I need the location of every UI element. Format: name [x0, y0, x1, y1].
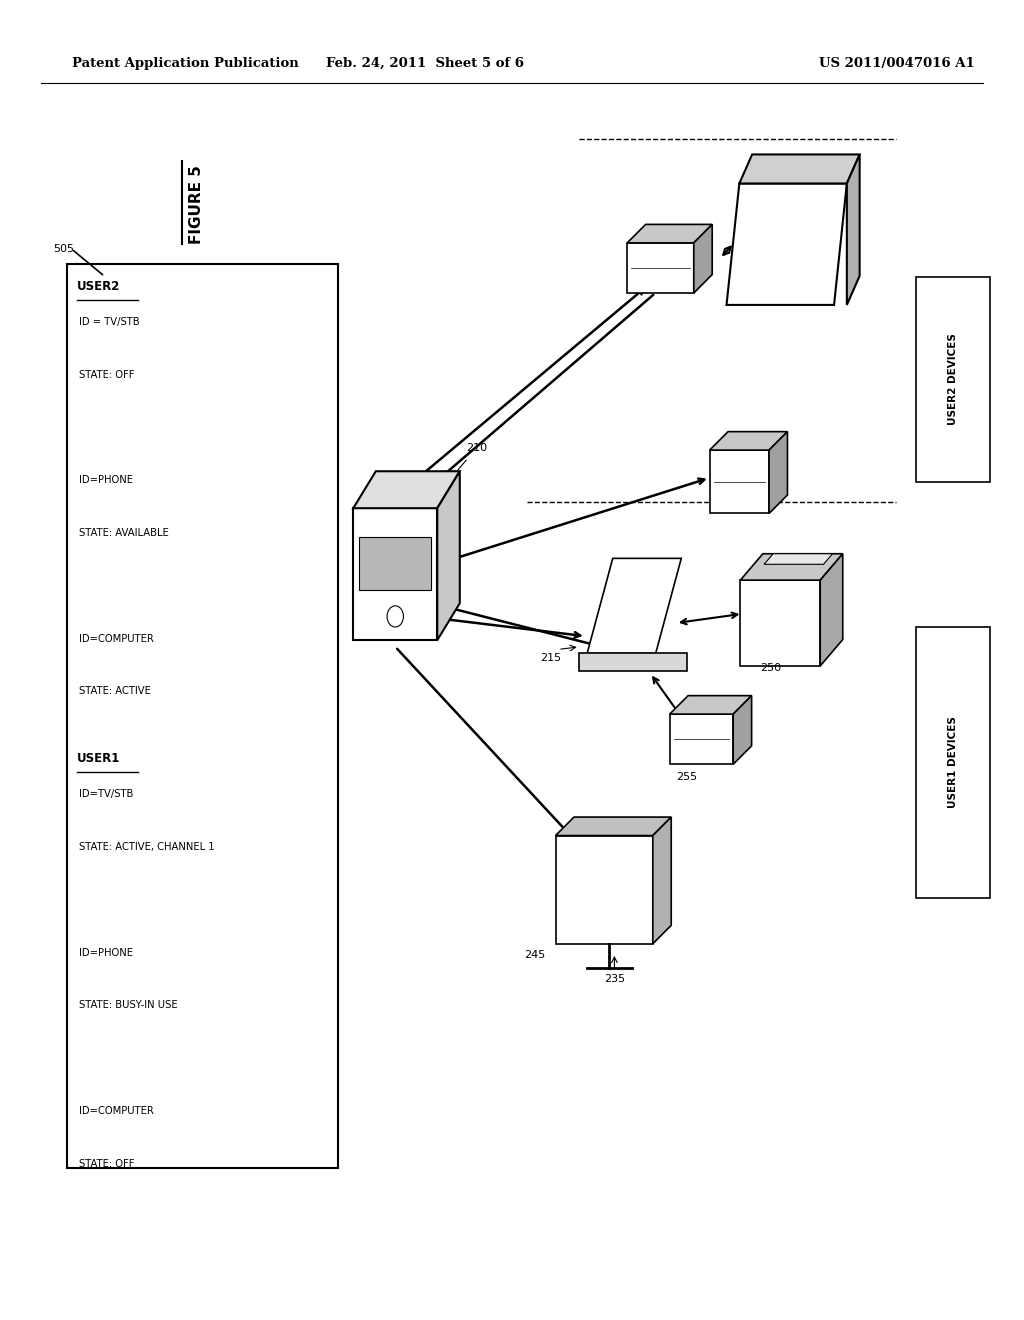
Text: Feb. 24, 2011  Sheet 5 of 6: Feb. 24, 2011 Sheet 5 of 6: [326, 57, 524, 70]
Text: ID=PHONE: ID=PHONE: [79, 948, 133, 957]
Polygon shape: [820, 554, 843, 665]
Text: USER1 DEVICES: USER1 DEVICES: [948, 717, 958, 808]
Text: 255: 255: [676, 772, 697, 783]
FancyBboxPatch shape: [353, 508, 437, 640]
Text: Patent Application Publication: Patent Application Publication: [72, 57, 298, 70]
Text: 235: 235: [604, 974, 626, 985]
Polygon shape: [740, 554, 843, 581]
Polygon shape: [653, 817, 672, 944]
Text: STATE: AVAILABLE: STATE: AVAILABLE: [79, 528, 169, 539]
Text: STATE: OFF: STATE: OFF: [79, 1159, 134, 1168]
Polygon shape: [670, 696, 752, 714]
FancyBboxPatch shape: [359, 537, 431, 590]
FancyBboxPatch shape: [67, 264, 338, 1168]
Polygon shape: [627, 224, 713, 243]
Polygon shape: [740, 581, 820, 665]
Polygon shape: [555, 817, 672, 836]
Text: 505: 505: [53, 244, 75, 255]
Text: ID=COMPUTER: ID=COMPUTER: [79, 634, 154, 644]
Polygon shape: [733, 696, 752, 764]
Text: STATE: BUSY-IN USE: STATE: BUSY-IN USE: [79, 1001, 177, 1010]
Text: STATE: ACTIVE, CHANNEL 1: STATE: ACTIVE, CHANNEL 1: [79, 842, 214, 851]
Polygon shape: [627, 243, 694, 293]
Polygon shape: [739, 154, 860, 183]
Polygon shape: [437, 471, 460, 640]
Text: ID=COMPUTER: ID=COMPUTER: [79, 1106, 154, 1115]
Polygon shape: [764, 554, 833, 565]
Text: FIGURE 5: FIGURE 5: [189, 165, 205, 244]
Text: US 2011/0047016 A1: US 2011/0047016 A1: [819, 57, 975, 70]
Text: ID=TV/STB: ID=TV/STB: [79, 789, 133, 799]
Polygon shape: [847, 154, 860, 305]
Polygon shape: [727, 183, 847, 305]
Polygon shape: [694, 224, 713, 293]
Polygon shape: [353, 471, 460, 508]
Text: ID=PHONE: ID=PHONE: [79, 475, 133, 486]
Polygon shape: [769, 432, 787, 513]
Text: ID = TV/STB: ID = TV/STB: [79, 317, 139, 327]
Circle shape: [387, 606, 403, 627]
FancyBboxPatch shape: [916, 627, 990, 898]
Text: 215: 215: [540, 653, 561, 664]
Text: STATE: ACTIVE: STATE: ACTIVE: [79, 686, 151, 697]
Polygon shape: [670, 714, 733, 764]
Polygon shape: [710, 450, 769, 513]
Text: USER2 DEVICES: USER2 DEVICES: [948, 334, 958, 425]
FancyBboxPatch shape: [916, 277, 990, 482]
Text: 210: 210: [466, 442, 487, 453]
Polygon shape: [555, 836, 653, 944]
Text: 245: 245: [524, 950, 546, 961]
Text: 250: 250: [760, 663, 781, 673]
Text: USER2: USER2: [77, 280, 120, 293]
Polygon shape: [587, 558, 681, 653]
Text: USER1: USER1: [77, 752, 120, 766]
Polygon shape: [580, 653, 686, 671]
Text: STATE: OFF: STATE: OFF: [79, 370, 134, 380]
Polygon shape: [710, 432, 787, 450]
